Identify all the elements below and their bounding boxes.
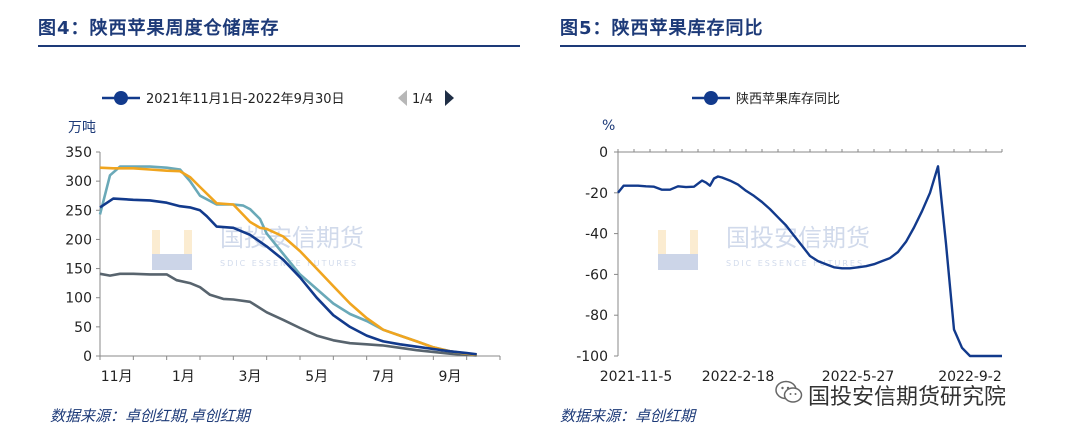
left-chart: 国投安信期货 SDIC ESSENCE FUTURES 2021年11月1日-2… (65, 90, 501, 385)
right-y-tick-label: 0 (599, 145, 608, 161)
left-series (98, 165, 477, 357)
left-y-tick-label: 100 (65, 291, 92, 307)
left-watermark: 国投安信期货 SDIC ESSENCE FUTURES (152, 222, 364, 270)
left-chart-title: 图4：陕西苹果周度仓储库存 (38, 18, 280, 39)
right-watermark-name: 国投安信期货 (726, 224, 870, 252)
right-axes: -100 -80 -60 -40 -20 0 2021-11-5 2022-2-18 2022-… (576, 145, 1003, 385)
left-y-tick-label: 150 (65, 262, 92, 278)
right-x-tick-label: 2022-5-27 (822, 369, 894, 385)
left-x-tick-label: 1月 (172, 369, 195, 385)
right-y-tick-label: -20 (585, 186, 608, 202)
left-source: 数据来源：卓创红期,卓创红期 (50, 407, 250, 425)
left-y-tick-label: 300 (65, 174, 92, 190)
right-source: 数据来源：卓创红期 (560, 407, 696, 425)
right-series (617, 165, 1002, 358)
left-legend-marker (114, 91, 128, 105)
account-watermark: 国投安信期货研究院 (808, 385, 1007, 410)
right-legend: 陕西苹果库存同比 (692, 91, 840, 107)
left-x-tick-label: 5月 (305, 369, 328, 385)
right-y-tick-label: -100 (576, 349, 608, 365)
right-legend-marker (704, 91, 718, 105)
left-y-unit: 万吨 (68, 120, 96, 136)
left-y-tick-label: 0 (83, 349, 92, 365)
left-legend-label: 2021年11月1日-2022年9月30日 (146, 92, 345, 107)
left-axes: 0 50 100 150 200 250 300 350 11月 1月 3月 5月 7月 9月 (65, 145, 501, 385)
right-legend-label: 陕西苹果库存同比 (736, 91, 840, 107)
right-series-line (617, 165, 1002, 358)
left-series-line-1 (99, 197, 477, 356)
right-watermark-subtitle: SDIC ESSENCE FUTURES (726, 259, 864, 268)
right-chart: 国投安信期货 SDIC ESSENCE FUTURES 陕西苹果库存同比 % -… (576, 91, 1003, 385)
left-title-rule (38, 45, 520, 47)
legend-next-icon[interactable] (445, 90, 454, 106)
right-x-tick-label: 2021-11-5 (600, 369, 672, 385)
right-title-rule (560, 45, 1026, 47)
left-y-tick-label: 350 (65, 145, 92, 161)
right-x-tick-label: 2022-2-18 (702, 369, 774, 385)
right-x-tick-label: 2022-9-2 (938, 369, 1002, 385)
right-chart-title: 图5：陕西苹果库存同比 (560, 18, 764, 39)
left-x-tick-label: 9月 (439, 369, 462, 385)
left-x-tick-label: 3月 (239, 369, 262, 385)
legend-pager: 1/4 (412, 92, 433, 107)
right-y-tick-label: -40 (585, 227, 608, 243)
right-y-tick-label: -80 (585, 308, 608, 324)
left-y-tick-label: 250 (65, 203, 92, 219)
right-y-unit: % (602, 118, 615, 134)
right-watermark: 国投安信期货 SDIC ESSENCE FUTURES (658, 222, 870, 270)
left-legend: 2021年11月1日-2022年9月30日 1/4 (102, 90, 454, 107)
legend-prev-icon[interactable] (398, 90, 407, 106)
left-watermark-name: 国投安信期货 (220, 224, 364, 252)
left-y-tick-label: 50 (74, 320, 92, 336)
left-x-tick-label: 7月 (372, 369, 395, 385)
left-series-line-4 (99, 272, 477, 357)
left-y-tick-label: 200 (65, 232, 92, 248)
right-y-tick-label: -60 (585, 267, 608, 283)
wechat-icon (775, 380, 803, 403)
left-x-tick-label: 11月 (101, 369, 133, 385)
left-series-line-2 (99, 166, 477, 357)
